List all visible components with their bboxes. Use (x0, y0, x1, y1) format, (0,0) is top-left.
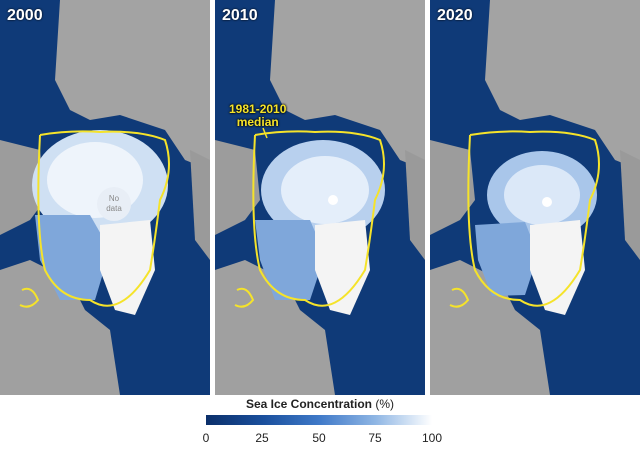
median-label-line2: median (236, 115, 279, 129)
legend-unit: (%) (375, 397, 395, 411)
year-label-2020: 2020 (437, 7, 473, 24)
legend-color-bar (206, 415, 432, 425)
year-label-2010: 2010 (222, 7, 258, 24)
arctic-map-2020 (430, 0, 640, 395)
median-label-line1: 1981-2010 (229, 102, 287, 116)
legend-tick-50: 50 (312, 431, 326, 445)
no-data-line2: data (106, 204, 122, 213)
legend-tick-25: 25 (255, 431, 269, 445)
legend-tick-75: 75 (368, 431, 382, 445)
arctic-map-2010 (215, 0, 425, 395)
map-panel-2000: 2000 No data (0, 0, 210, 395)
map-panel-2020: 2020 (430, 0, 640, 395)
year-label-2000: 2000 (7, 7, 43, 24)
legend-tick-100: 100 (421, 431, 443, 445)
pole-marker-2010 (328, 195, 338, 205)
no-data-marker: No data (97, 187, 131, 221)
arctic-map-2000 (0, 0, 210, 395)
map-panel-2010: 2010 1981-2010 median (215, 0, 425, 395)
no-data-label: No data (106, 194, 122, 214)
legend-title: Sea Ice Concentration (%) (0, 397, 640, 411)
color-legend: Sea Ice Concentration (%) 0 25 50 75 100 (0, 395, 640, 450)
legend-title-text: Sea Ice Concentration (245, 397, 373, 411)
pole-marker-2020 (542, 197, 552, 207)
legend-tick-0: 0 (202, 431, 210, 445)
no-data-line1: No (108, 194, 120, 203)
median-line-label: 1981-2010 median (229, 103, 286, 129)
